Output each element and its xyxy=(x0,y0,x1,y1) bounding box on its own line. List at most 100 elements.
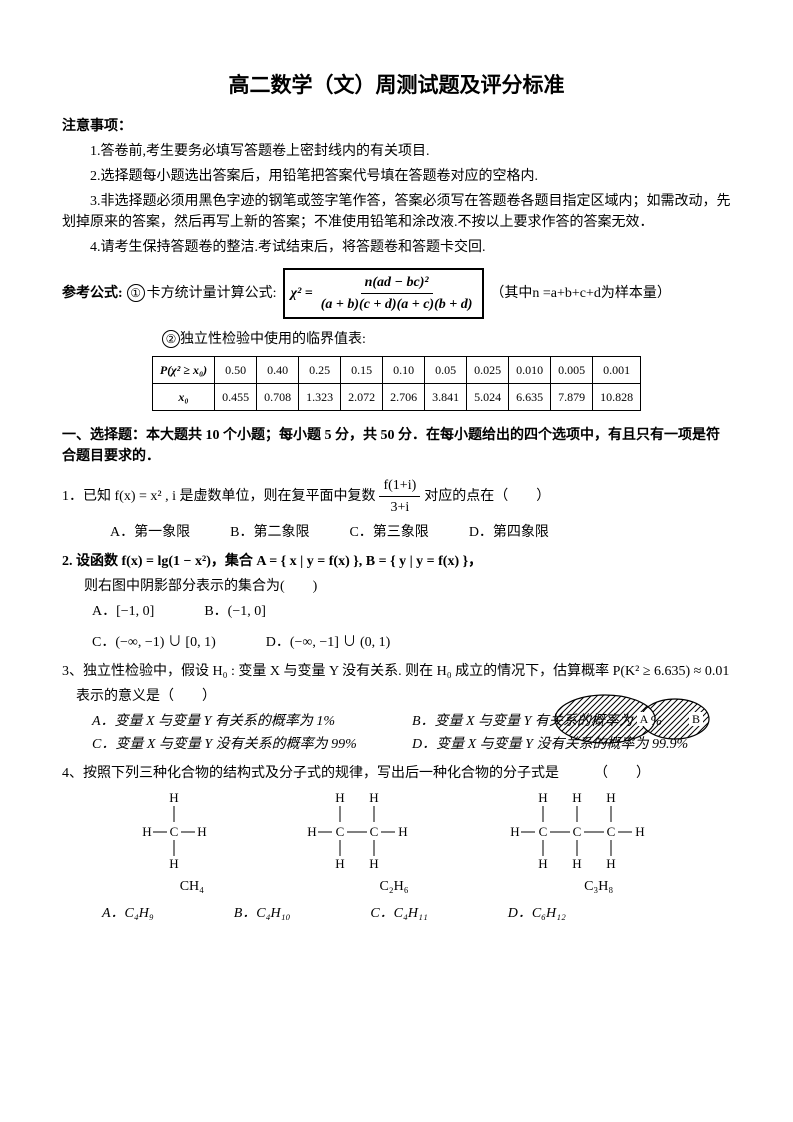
q1-frac-den: 3+i xyxy=(386,497,413,518)
q2-opt-a: A．[−1, 0] xyxy=(92,601,154,622)
mol-label-1: CH₄ xyxy=(180,876,204,897)
q4-opt-b: B．C₄H₁₀ xyxy=(234,903,291,924)
q3-opt-c: C．变量 X 与变量 Y 没有关系的概率为 99% xyxy=(92,734,382,755)
notice-1: 1.答卷前,考生要务必填写答题卷上密封线内的有关项目. xyxy=(62,141,731,162)
crit-v-9: 10.828 xyxy=(593,383,641,410)
crit-v-6: 5.024 xyxy=(467,383,509,410)
q2-stem: 2. 设函数 f(x) = lg(1 − x²)，集合 A = { x | y … xyxy=(62,551,731,572)
svg-text:H: H xyxy=(335,790,344,805)
q1-opt-a: A．第一象限 xyxy=(110,522,190,543)
crit-p-1: 0.40 xyxy=(257,356,299,383)
crit-v-1: 0.708 xyxy=(257,383,299,410)
question-2: 2. 设函数 f(x) = lg(1 − x²)，集合 A = { x | y … xyxy=(62,551,731,653)
crit-header: P(χ² ≥ x₀) xyxy=(152,356,214,383)
q2-opt-b: B．(−1, 0] xyxy=(204,601,266,622)
section-1-heading: 一、选择题：本大题共 10 个小题；每小题 5 分，共 50 分．在每小题给出的… xyxy=(62,425,731,467)
formula-lead: 参考公式: xyxy=(62,283,123,304)
chi-fraction: n(ad − bc)² (a + b)(c + d)(a + c)(b + d) xyxy=(317,272,477,315)
q4-opt-d: D．C₆H₁₂ xyxy=(508,903,566,924)
crit-v-5: 3.841 xyxy=(425,383,467,410)
molecule-c3h8: H H H H C C C H H H H xyxy=(495,790,665,870)
molecule-ch4: H H C H H xyxy=(129,790,219,870)
crit-v-0: 0.455 xyxy=(215,383,257,410)
crit-p-5: 0.05 xyxy=(425,356,467,383)
crit-v-2: 1.323 xyxy=(299,383,341,410)
venn-label-a: A xyxy=(640,712,649,726)
q3-stem: 3、独立性检验中，假设 H₀ : 变量 X 与变量 Y 没有关系. 则在 H₀ … xyxy=(62,661,731,682)
crit-p-7: 0.010 xyxy=(509,356,551,383)
molecule-diagrams: H H C H H H H H C C H H H xyxy=(92,790,701,870)
svg-text:C: C xyxy=(572,824,581,839)
circled-2: ② xyxy=(162,330,180,348)
q2-opt-d: D．(−∞, −1] ∪ (0, 1) xyxy=(266,632,391,653)
q1-stem-a: 1．已知 f(x) = x² , i 是虚数单位，则在复平面中复数 xyxy=(62,486,375,507)
critical-value-table: P(χ² ≥ x₀) 0.50 0.40 0.25 0.15 0.10 0.05… xyxy=(152,356,641,411)
chi-formula-box: χ² = n(ad − bc)² (a + b)(c + d)(a + c)(b… xyxy=(283,268,485,319)
svg-text:H: H xyxy=(398,824,407,839)
question-1: 1．已知 f(x) = x² , i 是虚数单位，则在复平面中复数 f(1+i)… xyxy=(62,475,731,543)
q3-opt-a: A．变量 X 与变量 Y 有关系的概率为 1% xyxy=(92,711,382,732)
svg-text:H: H xyxy=(572,856,581,870)
svg-text:H: H xyxy=(606,790,615,805)
chi-num: n(ad − bc)² xyxy=(361,272,433,294)
q4-opt-c: C．C₄H₁₁ xyxy=(370,903,427,924)
crit-v-8: 7.879 xyxy=(551,383,593,410)
crit-p-6: 0.025 xyxy=(467,356,509,383)
q1-opt-b: B．第二象限 xyxy=(230,522,309,543)
q2-opt-c: C．(−∞, −1) ∪ [0, 1) xyxy=(92,632,216,653)
formula-row-1: 参考公式: ① 卡方统计量计算公式: χ² = n(ad − bc)² (a +… xyxy=(62,268,731,319)
crit-v-4: 2.706 xyxy=(383,383,425,410)
crit-p-2: 0.25 xyxy=(299,356,341,383)
svg-text:C: C xyxy=(369,824,378,839)
svg-text:C: C xyxy=(335,824,344,839)
q4-opt-a: A．C₄H₉ xyxy=(102,903,154,924)
crit-p-0: 0.50 xyxy=(215,356,257,383)
svg-text:H: H xyxy=(572,790,581,805)
molecule-c2h6: H H H C C H H H xyxy=(292,790,422,870)
chi-lhs: χ² = xyxy=(291,283,313,304)
crit-v-7: 6.635 xyxy=(509,383,551,410)
q2-sub: 则右图中阴影部分表示的集合为( ) xyxy=(84,576,731,597)
formula-item2: 独立性检验中使用的临界值表: xyxy=(180,332,366,347)
q1-frac-num: f(1+i) xyxy=(379,475,420,497)
circled-1: ① xyxy=(127,284,145,302)
q1-opt-c: C．第三象限 xyxy=(349,522,428,543)
svg-text:C: C xyxy=(606,824,615,839)
q1-opt-d: D．第四象限 xyxy=(469,522,549,543)
mol-label-3: C₃H₈ xyxy=(584,876,613,897)
svg-text:H: H xyxy=(538,856,547,870)
svg-text:H: H xyxy=(606,856,615,870)
svg-text:C: C xyxy=(169,824,178,839)
formula-tail: （其中n =a+b+c+d为样本量） xyxy=(490,283,671,304)
svg-text:H: H xyxy=(369,856,378,870)
svg-text:H: H xyxy=(369,790,378,805)
crit-p-9: 0.001 xyxy=(593,356,641,383)
venn-diagram: A B xyxy=(543,684,723,754)
notice-3: 3.非选择题必须用黑色字迹的钢笔或签字笔作答，答案必须写在答题卷各题目指定区域内… xyxy=(62,191,731,233)
svg-text:H: H xyxy=(197,824,206,839)
page-title: 高二数学（文）周测试题及评分标准 xyxy=(62,70,731,102)
notice-heading: 注意事项： xyxy=(62,116,731,137)
crit-row-label: x₀ xyxy=(152,383,214,410)
svg-text:H: H xyxy=(335,856,344,870)
svg-text:H: H xyxy=(142,824,151,839)
formula-item1: 卡方统计量计算公式: xyxy=(147,283,277,304)
svg-text:C: C xyxy=(538,824,547,839)
svg-text:H: H xyxy=(169,856,178,870)
mol-label-2: C₂H₆ xyxy=(379,876,408,897)
svg-text:H: H xyxy=(307,824,316,839)
q1-stem-b: 对应的点在（ ） xyxy=(424,486,550,507)
svg-text:H: H xyxy=(510,824,519,839)
crit-v-3: 2.072 xyxy=(341,383,383,410)
chi-den: (a + b)(c + d)(a + c)(b + d) xyxy=(317,294,477,315)
crit-p-4: 0.10 xyxy=(383,356,425,383)
venn-label-b: B xyxy=(692,712,700,726)
crit-p-8: 0.005 xyxy=(551,356,593,383)
notice-4: 4.请考生保持答题卷的整洁.考试结束后，将答题卷和答题卡交回. xyxy=(62,237,731,258)
q1-fraction: f(1+i) 3+i xyxy=(379,475,420,518)
svg-text:H: H xyxy=(635,824,644,839)
svg-text:H: H xyxy=(169,790,178,805)
svg-text:H: H xyxy=(538,790,547,805)
notice-2: 2.选择题每小题选出答案后，用铅笔把答案代号填在答题卷对应的空格内. xyxy=(62,166,731,187)
q4-stem: 4、按照下列三种化合物的结构式及分子式的规律，写出后一种化合物的分子式是 （ ） xyxy=(62,763,731,784)
